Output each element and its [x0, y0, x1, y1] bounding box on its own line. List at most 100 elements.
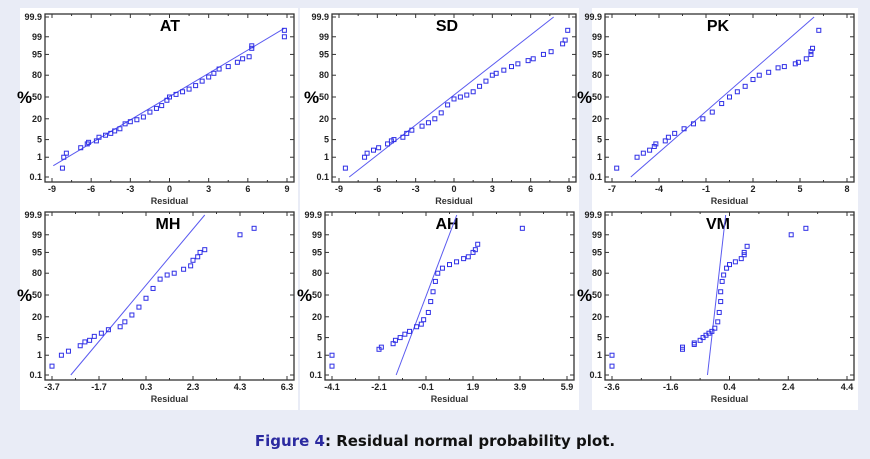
- panel-sd: 0.1 1 5 20 50 80 95 99 99.9 -9 -6 -3 0 3 6 9 Residual% SD: [300, 8, 579, 208]
- data-point: [464, 92, 470, 98]
- data-point: [127, 119, 133, 125]
- fit-line: [348, 16, 554, 178]
- data-point: [540, 51, 546, 57]
- data-point: [378, 344, 384, 350]
- data-point: [445, 102, 451, 108]
- data-point: [808, 51, 814, 57]
- data-point: [425, 120, 431, 126]
- data-point: [86, 139, 92, 145]
- data-point: [171, 270, 177, 276]
- data-point: [709, 328, 715, 334]
- y-tick-label: 50: [319, 92, 329, 102]
- y-tick-label: 20: [592, 312, 602, 322]
- data-point: [530, 56, 536, 62]
- y-tick-label: 50: [592, 290, 602, 300]
- data-point: [362, 154, 368, 160]
- x-axis-label: Residual: [435, 196, 473, 206]
- data-point: [249, 45, 255, 51]
- data-point: [98, 330, 104, 336]
- y-axis-label: %: [297, 286, 312, 305]
- panel-title: AT: [160, 18, 180, 35]
- data-point: [697, 337, 703, 343]
- data-point: [199, 78, 205, 84]
- panel-title: VM: [706, 216, 730, 233]
- y-tick-label: 0.1: [589, 370, 602, 380]
- data-point: [727, 262, 732, 268]
- x-tick-label: 2.4: [782, 382, 795, 392]
- data-point: [519, 225, 525, 231]
- y-tick-label: 95: [319, 49, 329, 59]
- data-point: [397, 335, 403, 341]
- data-point: [59, 165, 65, 171]
- y-axis-label: %: [304, 88, 319, 107]
- panel-title: SD: [436, 18, 458, 35]
- data-point: [525, 58, 531, 64]
- y-tick-label: 99: [312, 230, 322, 240]
- data-point: [78, 145, 84, 151]
- data-point: [103, 132, 109, 138]
- x-tick-label: -4.1: [324, 382, 340, 392]
- data-point: [454, 259, 460, 265]
- panel-background: [592, 208, 858, 410]
- y-tick-label: 20: [32, 114, 42, 124]
- y-tick-label: 95: [312, 247, 322, 257]
- data-point: [653, 141, 659, 147]
- x-tick-label: 8: [844, 184, 849, 194]
- panel-pk: 0.1 1 5 20 50 80 95 99 99.9 -7 -4 -1 2 5 8 Residual% PK: [577, 8, 858, 208]
- data-point: [188, 263, 194, 269]
- x-tick-label: 0: [167, 184, 172, 194]
- data-point: [681, 126, 687, 132]
- y-tick-label: 99.9: [24, 210, 42, 220]
- y-tick-label: 95: [32, 49, 42, 59]
- panel-background: [300, 208, 579, 410]
- data-point: [136, 304, 142, 310]
- data-point: [388, 138, 394, 144]
- x-tick-label: 5: [797, 184, 802, 194]
- data-point: [164, 97, 170, 103]
- data-point: [190, 257, 196, 263]
- y-axis-label: %: [577, 88, 592, 107]
- x-tick-label: 0.4: [723, 382, 736, 392]
- data-point: [477, 83, 483, 89]
- data-point: [614, 165, 620, 171]
- data-point: [61, 154, 67, 160]
- data-point: [376, 145, 382, 151]
- data-point: [237, 232, 243, 238]
- data-point: [609, 352, 615, 358]
- x-tick-label: -3.6: [604, 382, 620, 392]
- x-tick-label: 6: [245, 184, 250, 194]
- panel-background: [300, 8, 579, 208]
- data-point: [727, 94, 732, 100]
- x-tick-label: -0.1: [418, 382, 434, 392]
- data-point: [738, 256, 744, 262]
- data-point: [447, 262, 452, 268]
- data-point: [744, 243, 750, 249]
- data-point: [147, 109, 153, 115]
- x-tick-label: 4.4: [841, 382, 854, 392]
- data-point: [167, 94, 172, 100]
- x-tick-label: -1.6: [663, 382, 679, 392]
- panel-title: MH: [156, 216, 181, 233]
- fit-line: [630, 16, 815, 178]
- y-tick-label: 1: [317, 350, 322, 360]
- data-point: [159, 103, 165, 109]
- data-point: [91, 333, 97, 339]
- y-tick-label: 99: [319, 32, 329, 42]
- data-point: [385, 141, 391, 147]
- y-tick-label: 5: [597, 333, 602, 343]
- y-tick-label: 20: [312, 312, 322, 322]
- panel-title: AH: [435, 216, 458, 233]
- y-tick-label: 1: [597, 350, 602, 360]
- data-point: [206, 74, 212, 80]
- data-point: [560, 41, 566, 47]
- data-point: [234, 59, 240, 65]
- data-point: [721, 272, 727, 278]
- x-axis-label: Residual: [151, 394, 189, 404]
- caption-separator: :: [324, 432, 331, 450]
- data-point: [562, 37, 568, 43]
- y-tick-label: 1: [324, 152, 329, 162]
- x-tick-label: 2.3: [187, 382, 200, 392]
- x-tick-label: 9: [566, 184, 571, 194]
- x-tick-label: 1.9: [467, 382, 480, 392]
- y-tick-label: 5: [597, 135, 602, 145]
